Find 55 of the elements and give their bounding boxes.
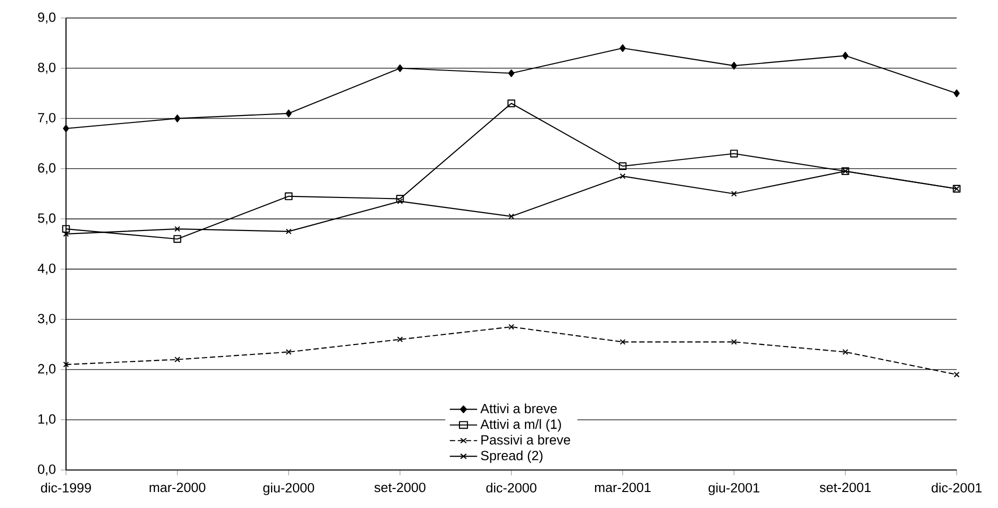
y-tick-label: 8,0: [38, 62, 56, 74]
point: [174, 226, 180, 232]
point: [730, 62, 738, 70]
point: [396, 64, 404, 72]
y-tick-label: 1,0: [38, 414, 56, 426]
y-tick-label: 5,0: [38, 213, 56, 224]
point: [731, 190, 737, 197]
point: [62, 124, 70, 132]
x-tick-label: set-2000: [374, 482, 426, 492]
y-tick-label: 4,0: [38, 264, 56, 275]
point: [286, 228, 292, 234]
point: [620, 44, 626, 52]
x-tick-label: dic-1999: [41, 482, 91, 492]
x-tick-label: dic-2000: [486, 482, 536, 492]
x-tick-label: giu-2000: [263, 482, 314, 496]
y-tick-label: 9,0: [38, 12, 56, 24]
point: [842, 52, 848, 60]
point: [63, 362, 69, 368]
point: [397, 198, 403, 204]
point: [954, 372, 960, 378]
point: [508, 324, 514, 330]
point: [174, 356, 180, 362]
point: [173, 235, 182, 243]
y-tick-label: 2,0: [38, 364, 56, 376]
legend-label: Spread (2): [480, 450, 542, 463]
point: [730, 150, 738, 158]
point: [397, 336, 403, 342]
x-tick-label: mar-2000: [150, 482, 206, 492]
point: [620, 173, 626, 180]
x-tick-label: mar-2001: [595, 482, 651, 492]
point: [731, 339, 737, 345]
x-tick-label: giu-2001: [708, 482, 760, 496]
point: [286, 349, 292, 355]
point: [62, 225, 70, 233]
point: [954, 89, 960, 98]
point: [286, 110, 292, 118]
point: [507, 100, 516, 108]
legend-label: Attivi a breve: [480, 403, 557, 414]
x-tick-label: set-2001: [820, 482, 871, 492]
y-tick-label: 3,0: [38, 314, 56, 325]
point: [284, 192, 293, 200]
point: [842, 349, 848, 355]
x-tick-label: dic-2001: [932, 482, 982, 492]
point: [508, 213, 514, 220]
point: [174, 114, 180, 122]
y-tick-label: 7,0: [38, 112, 56, 124]
point: [618, 162, 627, 170]
legend-label: Passivi a breve: [481, 434, 570, 445]
point: [508, 69, 514, 78]
point: [620, 339, 626, 345]
point: [396, 194, 404, 203]
legend-label: Attivi a m/l (1): [480, 419, 561, 432]
y-tick-label: 0,0: [38, 464, 56, 476]
point: [63, 231, 69, 237]
y-tick-label: 6,0: [38, 163, 56, 174]
